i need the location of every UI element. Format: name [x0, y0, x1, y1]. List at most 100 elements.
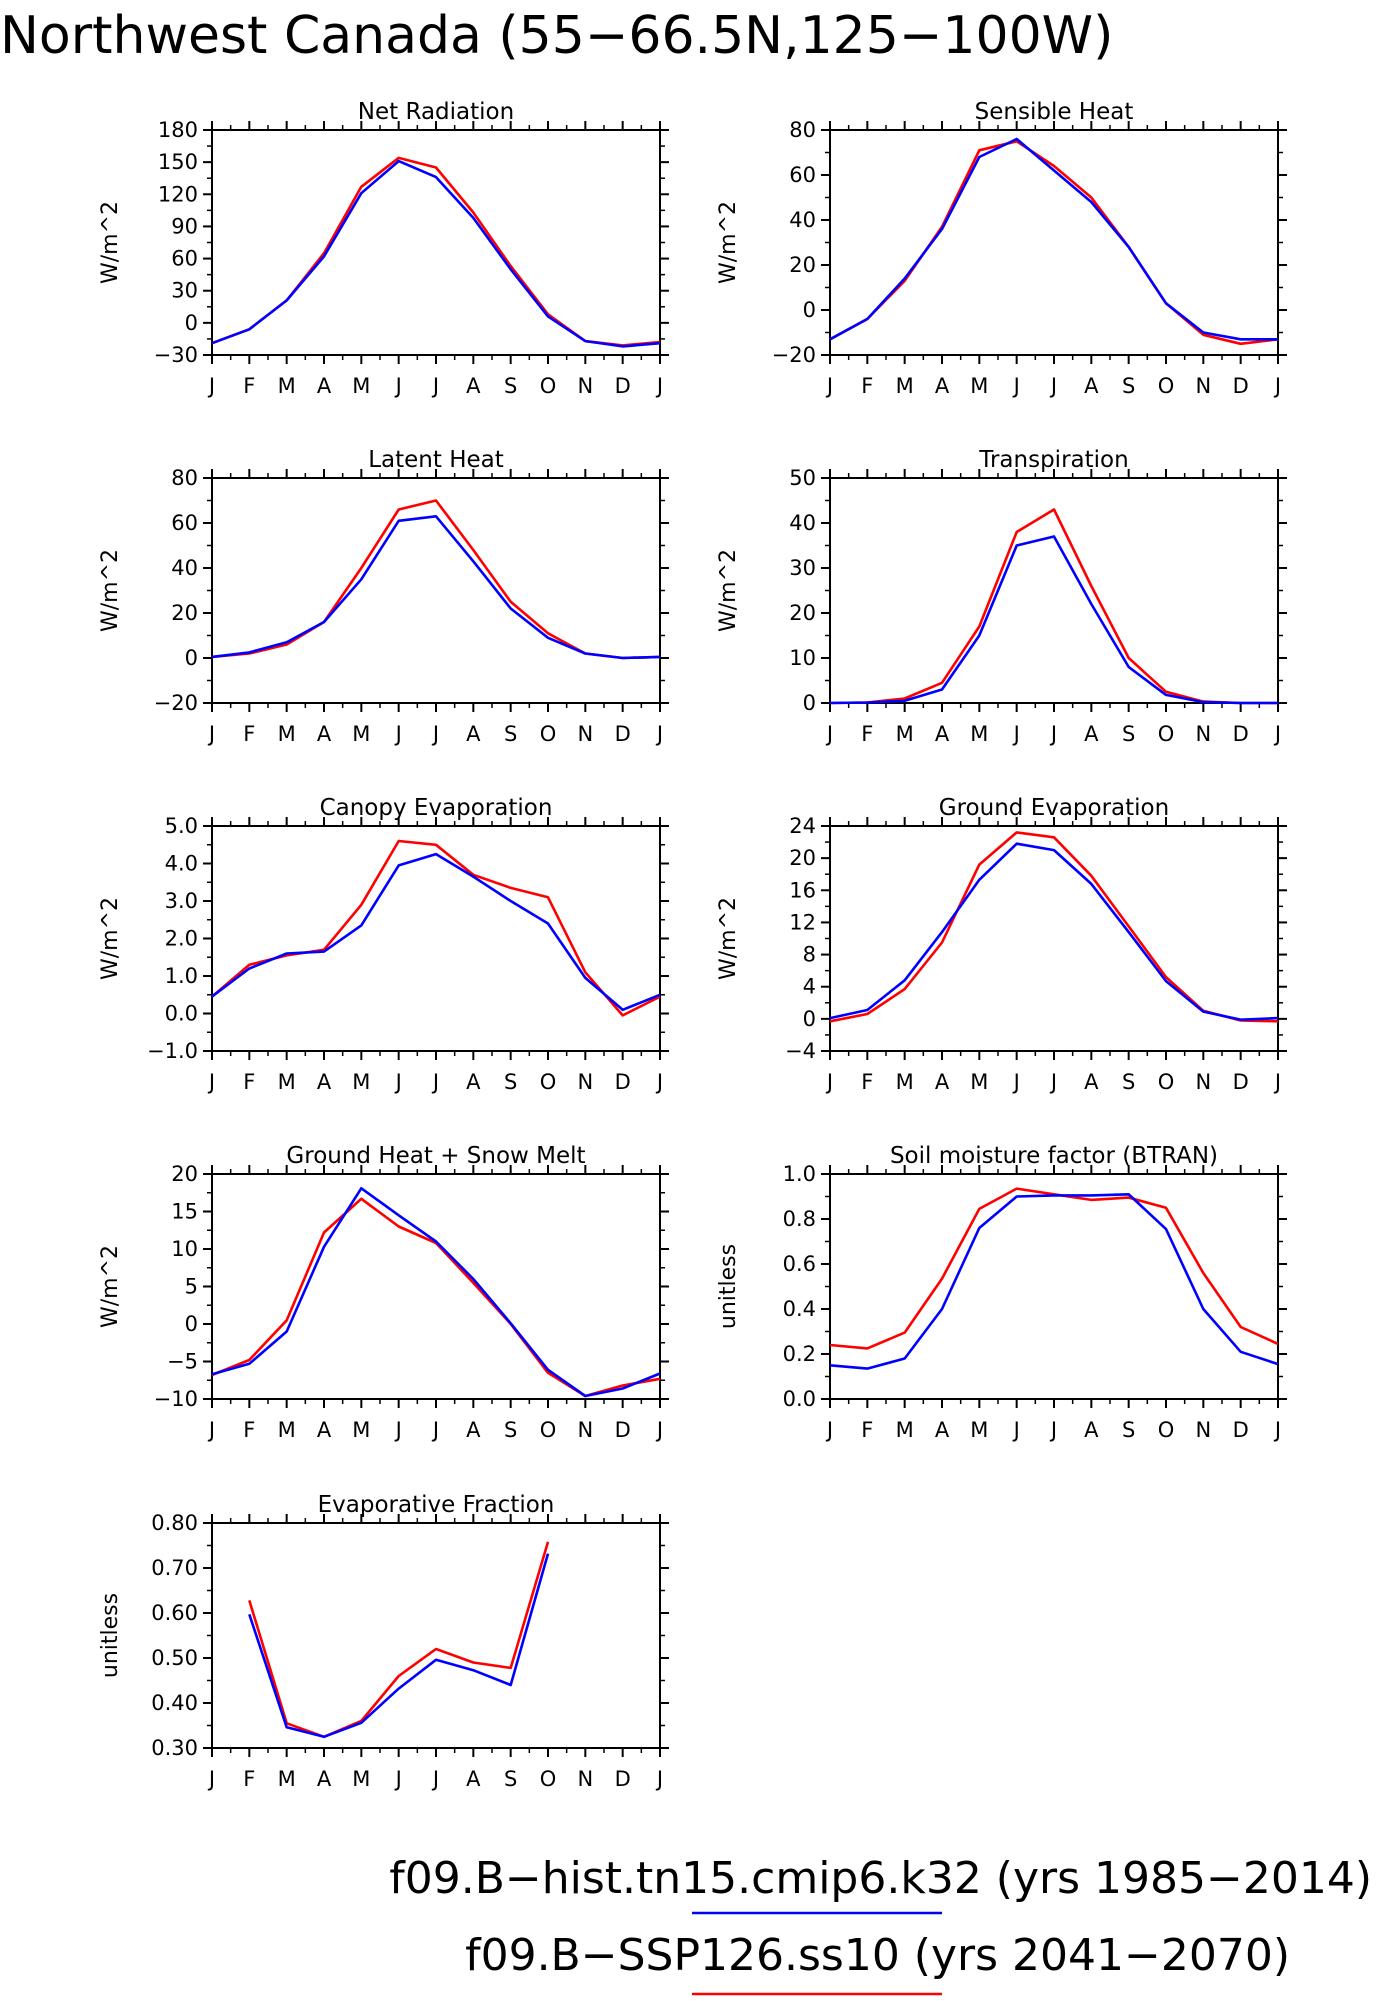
x-tick-label: D [615, 1070, 631, 1094]
series-line-hist [829, 842, 1279, 1021]
x-tick-label: J [207, 374, 215, 398]
x-tick-label: A [317, 1767, 332, 1791]
panel-transpiration: J F M A M J J A S O N D J01020304050TranspirationW/m… [716, 447, 1287, 746]
x-tick-label: M [352, 374, 370, 398]
y-tick-label: 10 [789, 646, 816, 670]
y-tick-label: 0.0 [165, 1002, 198, 1026]
y-tick-label: 80 [171, 466, 198, 490]
x-tick-label: A [466, 1070, 481, 1094]
series-line-hist [829, 535, 1278, 705]
x-tick-label: A [466, 374, 481, 398]
panel-title: Transpiration [978, 447, 1128, 473]
series-line-hist [829, 1193, 1279, 1370]
x-tick-label: A [466, 722, 481, 746]
x-tick-label: J [207, 1767, 215, 1791]
x-tick-label: J [431, 722, 439, 746]
x-tick-label: D [615, 1767, 631, 1791]
x-tick-label: D [1233, 1418, 1249, 1442]
panel-title: Canopy Evaporation [320, 795, 553, 821]
y-tick-label: 0.6 [783, 1252, 816, 1276]
y-tick-label: 0.60 [151, 1601, 198, 1625]
x-tick-label: O [540, 1418, 557, 1442]
figure-title: Northwest Canada (55−66.5N,125−100W) [0, 6, 1113, 66]
x-tick-label: O [1158, 722, 1175, 746]
y-tick-label: 40 [789, 511, 816, 535]
x-tick-label: S [1122, 374, 1135, 398]
x-tick-label: D [615, 374, 631, 398]
x-tick-label: M [970, 1418, 988, 1442]
x-tick-label: J [655, 1418, 663, 1442]
y-tick-label: 20 [171, 601, 198, 625]
x-tick-label: N [1195, 722, 1211, 746]
y-tick-label: 150 [158, 150, 198, 174]
y-tick-label: 0.30 [151, 1736, 198, 1760]
y-tick-label: 180 [158, 118, 198, 142]
x-tick-label: D [615, 722, 631, 746]
x-tick-label: A [466, 1418, 481, 1442]
x-tick-label: M [970, 722, 988, 746]
y-tick-label: 4.0 [165, 852, 198, 876]
x-tick-label: A [935, 722, 950, 746]
x-tick-label: M [896, 722, 914, 746]
y-axis-label: W/m^2 [716, 201, 741, 284]
y-tick-label: 0 [803, 691, 816, 715]
x-tick-label: J [394, 1070, 402, 1094]
x-tick-label: O [1158, 374, 1175, 398]
x-tick-label: J [825, 1418, 833, 1442]
y-axis-label: W/m^2 [98, 201, 123, 284]
series-line-ssp [211, 156, 661, 347]
x-tick-label: J [207, 1070, 215, 1094]
series-line-ssp [211, 1197, 661, 1398]
y-tick-label: 0.50 [151, 1646, 198, 1670]
x-tick-label: F [243, 1418, 255, 1442]
y-tick-label: −5 [167, 1350, 198, 1374]
x-tick-label: O [1158, 1070, 1175, 1094]
x-tick-label: J [1273, 374, 1281, 398]
x-tick-label: J [1012, 722, 1020, 746]
y-tick-label: 30 [171, 279, 198, 303]
panel-canopy-evaporation: J F M A M J J A S O N D J−1.00.01.02.03.04.05.0Canop… [98, 795, 669, 1094]
y-tick-label: 20 [789, 253, 816, 277]
x-tick-label: F [861, 722, 873, 746]
series-line-ssp [829, 1187, 1279, 1350]
x-tick-label: M [278, 1418, 296, 1442]
x-tick-label: J [1012, 1070, 1020, 1094]
series-line-hist [211, 159, 661, 348]
y-axis-label: unitless [98, 1593, 123, 1678]
plot-frame [211, 129, 661, 356]
x-tick-label: D [615, 1418, 631, 1442]
y-tick-label: 15 [171, 1200, 198, 1224]
x-tick-label: N [577, 1767, 593, 1791]
panel-title: Latent Heat [368, 447, 504, 473]
x-tick-label: A [317, 1418, 332, 1442]
y-tick-label: 0 [185, 646, 198, 670]
y-tick-label: 1.0 [165, 964, 198, 988]
series-line-ssp [829, 140, 1279, 346]
panel-title: Soil moisture factor (BTRAN) [890, 1143, 1218, 1169]
y-tick-label: 0.4 [783, 1297, 816, 1321]
x-tick-label: J [394, 374, 402, 398]
y-tick-label: 3.0 [165, 889, 198, 913]
y-tick-label: 2.0 [165, 927, 198, 951]
panel-title: Net Radiation [358, 99, 514, 125]
x-tick-label: F [243, 374, 255, 398]
x-tick-label: J [394, 722, 402, 746]
x-tick-label: J [1049, 722, 1057, 746]
x-tick-label: D [1233, 374, 1249, 398]
y-axis-label: W/m^2 [98, 1245, 123, 1328]
x-tick-label: J [1273, 722, 1281, 746]
y-tick-label: 20 [789, 846, 816, 870]
y-tick-label: 0.80 [151, 1511, 198, 1535]
x-tick-label: O [540, 722, 557, 746]
x-tick-label: A [1084, 722, 1099, 746]
y-tick-label: 0 [185, 311, 198, 335]
y-tick-label: 0.2 [783, 1342, 816, 1366]
x-tick-label: A [1084, 1070, 1099, 1094]
x-tick-label: N [577, 1418, 593, 1442]
x-tick-label: N [577, 722, 593, 746]
